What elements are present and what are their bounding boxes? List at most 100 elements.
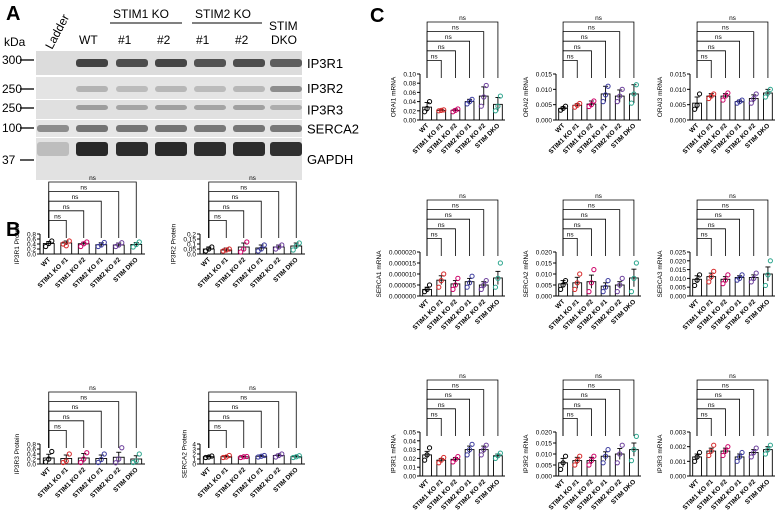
- significance-label: ns: [567, 231, 575, 238]
- blot-band: [116, 86, 148, 92]
- data-point: [633, 433, 639, 439]
- y-tick-label: 0.010: [536, 452, 553, 459]
- significance-label: ns: [240, 395, 248, 402]
- bar-stim2-ko-1: [464, 449, 475, 477]
- lane-label-stim2-2: #2: [235, 33, 249, 47]
- data-point: [628, 100, 635, 106]
- panel-label-a: A: [6, 3, 20, 25]
- data-point: [203, 454, 209, 461]
- chart-serca1-mrna: 0.000000 0.000005 0.000010 0.000015 0.000020…: [376, 193, 505, 332]
- data-point: [436, 284, 442, 290]
- data-point: [694, 102, 700, 108]
- data-point: [711, 91, 717, 97]
- data-point: [588, 458, 595, 464]
- y-tick-label: 0.04: [403, 99, 416, 106]
- data-point: [244, 453, 250, 460]
- data-point: [209, 453, 215, 459]
- blot-band: [233, 105, 265, 110]
- significance-label: ns: [708, 222, 716, 229]
- data-point: [574, 280, 580, 286]
- data-point: [722, 277, 729, 283]
- data-point: [113, 460, 119, 466]
- blot-band: [270, 105, 302, 110]
- data-point: [619, 275, 625, 281]
- data-point: [238, 249, 244, 255]
- data-point: [586, 462, 592, 468]
- y-tick-label: 0: [192, 462, 196, 469]
- blot-band: [37, 142, 69, 156]
- y-tick-label: 0.001: [670, 459, 687, 466]
- data-point: [617, 282, 623, 288]
- y-tick-label: 0.025: [670, 250, 687, 257]
- blot-band: [233, 125, 265, 132]
- y-tick-label: 0.005: [670, 285, 687, 292]
- y-axis-label: IP3R1 Protein: [14, 223, 21, 264]
- blot-band: [116, 59, 148, 67]
- y-tick-label: 0.010: [536, 272, 553, 279]
- data-point: [438, 107, 444, 113]
- significance-bracket: [696, 60, 712, 78]
- data-point: [600, 99, 606, 105]
- blot-band: [270, 86, 302, 92]
- data-point: [495, 103, 501, 109]
- y-tick-label: 0.0: [27, 252, 36, 259]
- data-point: [426, 282, 433, 288]
- y-tick-label: 0.015: [536, 261, 553, 268]
- data-point: [293, 243, 299, 249]
- data-point: [483, 442, 489, 448]
- data-point: [633, 260, 639, 266]
- y-tick-label: 0.020: [536, 430, 553, 437]
- data-point: [767, 86, 773, 92]
- significance-label: ns: [438, 222, 446, 229]
- data-point: [767, 442, 773, 448]
- data-point: [422, 457, 428, 463]
- data-point: [441, 271, 447, 277]
- significance-label: ns: [232, 194, 240, 201]
- data-point: [605, 83, 611, 89]
- significance-label: ns: [80, 395, 88, 402]
- data-point: [751, 95, 757, 102]
- y-tick-label: 0.015: [670, 267, 687, 274]
- significance-label: ns: [431, 411, 439, 418]
- data-point: [133, 458, 139, 464]
- y-tick-label: 0.02: [403, 108, 416, 115]
- data-point: [255, 454, 261, 460]
- y-tick-label: 0.000: [536, 118, 553, 125]
- blot-band: [155, 105, 187, 110]
- significance-label: ns: [581, 34, 589, 41]
- data-point: [602, 453, 609, 459]
- y-tick-label: 0.010: [670, 87, 687, 94]
- data-point: [497, 93, 503, 99]
- data-point: [751, 449, 757, 456]
- data-point: [722, 448, 729, 454]
- blot-band: [233, 142, 265, 156]
- data-point: [478, 103, 484, 109]
- significance-label: ns: [567, 53, 575, 60]
- data-point: [119, 445, 125, 451]
- data-point: [711, 442, 717, 448]
- data-point: [762, 451, 769, 457]
- y-tick-label: 0.020: [536, 250, 553, 257]
- data-point: [133, 241, 139, 248]
- data-point: [450, 286, 456, 292]
- significance-label: ns: [588, 203, 596, 210]
- data-point: [751, 275, 757, 281]
- data-point: [739, 272, 745, 278]
- data-point: [574, 458, 580, 464]
- data-point: [98, 242, 104, 248]
- data-point: [49, 238, 55, 244]
- significance-bracket: [48, 430, 67, 448]
- data-point: [614, 460, 620, 466]
- significance-bracket: [696, 379, 769, 436]
- marker-label: 100: [2, 121, 22, 135]
- data-point: [66, 238, 72, 244]
- significance-bracket: [426, 199, 499, 256]
- significance-bracket: [696, 21, 769, 78]
- significance-bracket: [208, 391, 297, 448]
- significance-label: ns: [595, 193, 603, 200]
- data-point: [424, 105, 430, 112]
- blot-band: [116, 142, 148, 156]
- data-point: [238, 454, 244, 461]
